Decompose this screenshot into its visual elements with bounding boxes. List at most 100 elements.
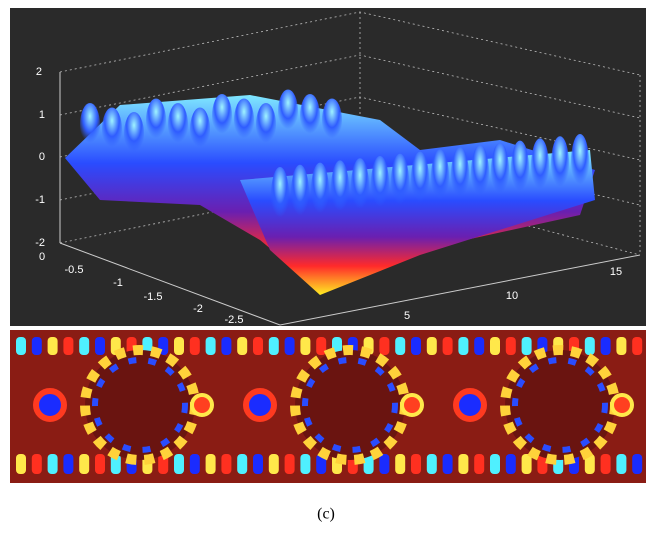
field-blob (443, 337, 453, 355)
peak (391, 154, 409, 210)
peak (571, 134, 589, 190)
peak (124, 112, 144, 156)
field-blob (237, 337, 247, 355)
field-blob (411, 454, 421, 474)
field-blob (79, 337, 89, 355)
field-blob (585, 337, 595, 355)
field-small-ring (192, 395, 212, 415)
field-ring (295, 350, 405, 460)
field-blob (506, 337, 516, 355)
field-small-ring (36, 391, 64, 419)
peak (371, 156, 389, 212)
field-blob (395, 454, 405, 474)
peak (80, 103, 100, 147)
field-blob (190, 337, 200, 355)
field-blob (48, 454, 58, 474)
y-tick-label: -1.5 (144, 291, 163, 303)
field-blob (427, 337, 437, 355)
field-blob (79, 454, 89, 474)
field-blob (95, 454, 105, 474)
field-blob (411, 337, 421, 355)
z-tick-label: -2 (35, 237, 45, 249)
field-blob (221, 454, 231, 474)
peak (411, 152, 429, 208)
field-blob (427, 454, 437, 474)
z-tick-label: 0 (39, 151, 45, 163)
z-tick-label: -1 (35, 194, 45, 206)
field-blob (190, 454, 200, 474)
field-blob (16, 454, 26, 474)
peak (322, 99, 342, 143)
peak (351, 158, 369, 214)
field-blob (474, 454, 484, 474)
field-blob (174, 337, 184, 355)
peak (471, 145, 489, 201)
peak (212, 94, 232, 138)
field-small-ring (402, 395, 422, 415)
field-blob (443, 454, 453, 474)
field-ring (85, 350, 195, 460)
peak (331, 160, 349, 216)
field-blob (16, 337, 26, 355)
peak (271, 167, 289, 223)
x-tick-label: 10 (506, 290, 518, 302)
x-tick-label: 15 (610, 266, 622, 278)
field-blob (458, 454, 468, 474)
z-tick-label: 1 (39, 109, 45, 121)
peak (451, 147, 469, 203)
field-blob (474, 337, 484, 355)
peak (431, 149, 449, 205)
peak (300, 94, 320, 138)
field-blob (601, 454, 611, 474)
y-tick-label: -2.5 (225, 314, 244, 326)
field-blob (253, 337, 263, 355)
field-small-ring (246, 391, 274, 419)
peak (491, 143, 509, 199)
field-blob (601, 337, 611, 355)
peak (278, 90, 298, 134)
field-blob (63, 337, 73, 355)
peak (190, 108, 210, 152)
peak (146, 99, 166, 143)
caption: (c) (317, 506, 335, 523)
peak (234, 99, 254, 143)
field-blob (32, 454, 42, 474)
x-tick-label: 5 (404, 310, 410, 322)
field-blob (379, 454, 389, 474)
peak (531, 138, 549, 194)
y-tick-label: -2 (193, 303, 203, 315)
field-blob (253, 454, 263, 474)
field-blob (616, 337, 626, 355)
field-blob (632, 337, 642, 355)
field-blob (269, 454, 279, 474)
y-tick-label: 0 (39, 251, 45, 263)
peak (256, 103, 276, 147)
field-blob (490, 337, 500, 355)
field-blob (206, 337, 216, 355)
field-small-ring (612, 395, 632, 415)
field-blob (95, 337, 105, 355)
field-blob (522, 337, 532, 355)
z-tick-label: 2 (36, 66, 42, 78)
y-tick-label: -1 (113, 277, 123, 289)
y-tick-label: -0.5 (65, 264, 84, 276)
field-blob (632, 454, 642, 474)
peak (102, 108, 122, 152)
field-blob (32, 337, 42, 355)
field-blob (63, 454, 73, 474)
field-blob (395, 337, 405, 355)
field-blob (269, 337, 279, 355)
field-small-ring (456, 391, 484, 419)
field-blob (458, 337, 468, 355)
peak (511, 141, 529, 197)
peak (311, 163, 329, 219)
field-blob (48, 337, 58, 355)
field-blob (379, 337, 389, 355)
field-blob (616, 454, 626, 474)
field-blob (221, 337, 231, 355)
peak (551, 136, 569, 192)
field-ring (505, 350, 615, 460)
field-blob (237, 454, 247, 474)
field-blob (490, 454, 500, 474)
peak (168, 103, 188, 147)
